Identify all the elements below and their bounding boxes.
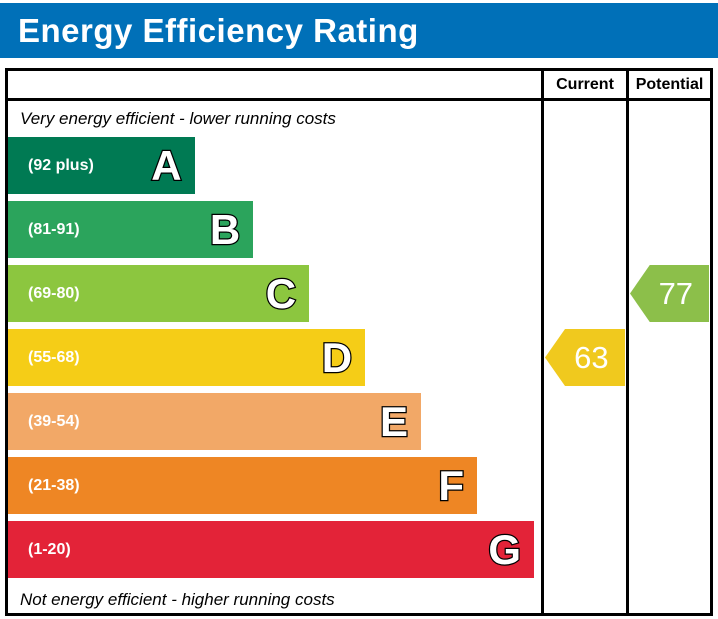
band-letter: G [487,525,522,575]
band-letter: F [437,461,465,511]
header-potential: Potential [626,71,710,101]
epc-table: Current Potential Very energy efficient … [5,68,713,616]
band-range-label: (1-20) [28,540,71,558]
band-E: (39-54) E [8,393,422,450]
band-A: (92 plus) A [8,137,195,194]
band-C: (69-80) C [8,265,310,322]
band-range-label: (39-54) [28,412,80,430]
band-row: (81-91) B [8,201,541,265]
band-range-label: (55-68) [28,348,80,366]
band-letter: B [209,205,242,255]
current-arrow: 63 [545,329,625,386]
band-letter: D [321,333,354,383]
potential-column: 77 [626,101,710,615]
current-value: 63 [574,339,609,375]
band-letter: A [150,141,183,191]
header-spacer [8,71,541,101]
bottom-note: Not energy efficient - higher running co… [20,590,335,609]
band-row: (1-20) G [8,521,541,585]
band-row: (55-68) D [8,329,541,393]
potential-value: 77 [658,275,694,311]
band-row: (39-54) E [8,393,541,457]
band-range-label: (21-38) [28,476,80,494]
band-D: (55-68) D [8,329,366,386]
band-G: (1-20) G [8,521,535,578]
band-row: (92 plus) A [8,137,541,201]
band-row: (69-80) C [8,265,541,329]
band-range-label: (69-80) [28,284,80,302]
band-range-label: (81-91) [28,220,80,238]
band-chart: Very energy efficient - lower running co… [8,101,541,615]
top-note: Very energy efficient - lower running co… [20,109,336,128]
title-bar: Energy Efficiency Rating [0,3,718,58]
band-B: (81-91) B [8,201,254,258]
band-letter: E [379,397,410,447]
band-range-label: (92 plus) [28,156,94,174]
bands: (92 plus) A (81-91) B (69-80) C (55-68) … [8,137,541,585]
band-letter: C [265,269,298,319]
page-title: Energy Efficiency Rating [18,11,419,49]
potential-arrow: 77 [630,265,709,322]
band-row: (21-38) F [8,457,541,521]
header-current: Current [541,71,626,101]
band-F: (21-38) F [8,457,478,514]
current-column: 63 [541,101,626,615]
